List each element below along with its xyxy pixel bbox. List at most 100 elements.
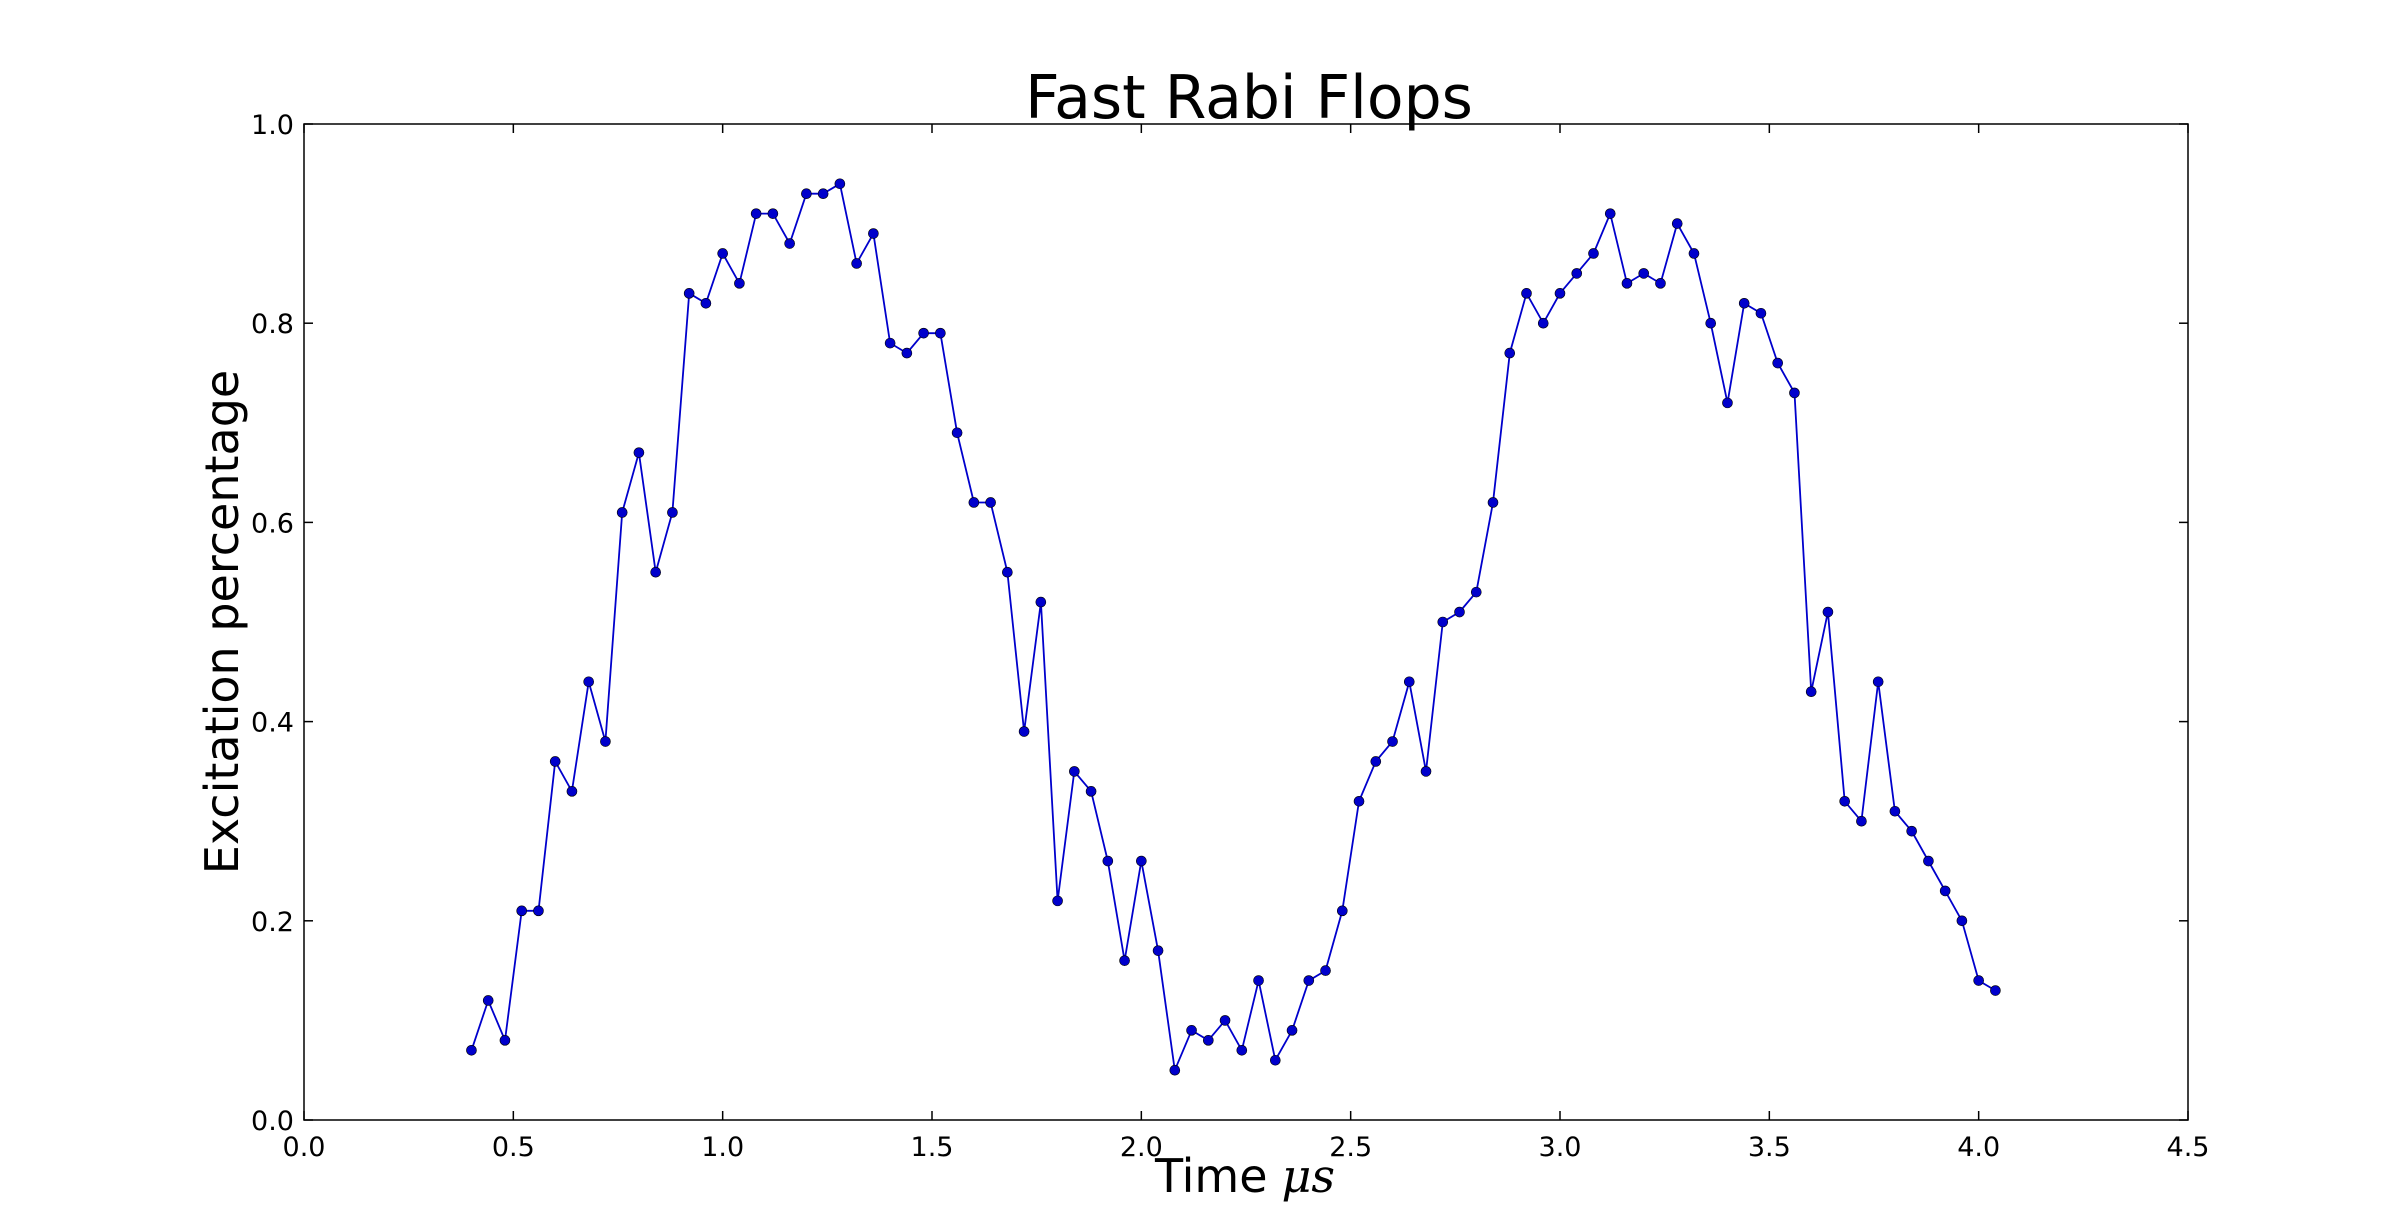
x-tick-label: 0.5: [492, 1132, 535, 1163]
data-point: [583, 676, 594, 688]
series-line: [470, 182, 1996, 1074]
data-point: [1839, 795, 1850, 807]
data-point: [884, 337, 896, 349]
x-axis-unit: μs: [1282, 1149, 1336, 1203]
x-axis-label-text: Time: [1154, 1149, 1268, 1203]
data-point: [1604, 208, 1616, 219]
x-tick-label: 2.5: [1329, 1132, 1372, 1163]
data-point: [1504, 347, 1516, 359]
data-point: [1755, 307, 1767, 319]
data-point: [1136, 855, 1147, 867]
data-point: [1470, 586, 1482, 598]
data-point: [1554, 288, 1566, 299]
chart-title: Fast Rabi Flops: [1025, 63, 1473, 133]
y-tick-label: 0.8: [251, 309, 294, 340]
data-point: [1822, 606, 1834, 618]
x-tick-label: 4.5: [2167, 1132, 2210, 1163]
data-point: [767, 208, 779, 219]
data-point: [1906, 825, 1917, 837]
x-tick-label: 4.0: [1957, 1132, 2000, 1163]
data-point: [1186, 1025, 1197, 1036]
data-point: [901, 347, 913, 359]
data-point: [1990, 985, 2001, 996]
plot-frame: [303, 123, 2189, 1121]
y-tick-label: 0.2: [251, 907, 294, 938]
data-point: [868, 228, 879, 239]
y-tick-label: 0.0: [251, 1106, 294, 1137]
data-point: [1203, 1035, 1214, 1046]
data-point: [750, 208, 762, 219]
data-point: [717, 248, 728, 259]
data-point: [1437, 616, 1449, 628]
data-point: [1353, 795, 1365, 807]
data-point: [499, 1035, 511, 1046]
data-point: [667, 507, 678, 518]
data-point: [600, 736, 611, 747]
data-point: [801, 188, 812, 200]
data-point: [482, 995, 494, 1006]
data-point: [1052, 895, 1063, 907]
data-point: [1621, 278, 1633, 289]
y-tick-label: 1.0: [251, 110, 294, 141]
data-point: [985, 497, 996, 508]
data-point: [1119, 955, 1130, 966]
data-point: [1487, 497, 1499, 508]
data-point: [1270, 1054, 1281, 1066]
data-point: [1018, 726, 1030, 737]
data-point: [1403, 676, 1415, 688]
data-point: [1102, 855, 1114, 867]
data-point: [1738, 297, 1750, 309]
data-point: [1671, 218, 1683, 229]
data-point: [1571, 268, 1583, 279]
x-tick-label: 3.5: [1748, 1132, 1791, 1163]
data-point: [1253, 975, 1264, 986]
data-point: [1705, 317, 1717, 329]
data-point: [817, 188, 829, 200]
data-point: [1336, 905, 1348, 917]
x-tick-label: 0.0: [283, 1132, 326, 1163]
data-point: [1169, 1064, 1181, 1076]
data-point: [566, 786, 578, 797]
y-tick-label: 0.4: [251, 708, 294, 739]
data-point: [1805, 686, 1817, 698]
data-point: [1872, 676, 1884, 688]
data-point: [1035, 596, 1047, 608]
data-point: [466, 1044, 477, 1056]
x-tick-label: 1.0: [701, 1132, 744, 1163]
data-point: [951, 427, 963, 439]
data-point: [1722, 397, 1733, 409]
data-point: [1939, 885, 1951, 897]
data-point: [1420, 766, 1432, 777]
x-tick-label: 1.5: [911, 1132, 954, 1163]
data-point: [1973, 975, 1984, 986]
y-axis-label: Excitation percentage: [195, 370, 249, 874]
axis-ticks: [303, 123, 2189, 1121]
data-point: [1923, 855, 1934, 867]
data-point: [700, 297, 712, 309]
data-point: [1387, 736, 1398, 747]
data-point: [834, 178, 846, 190]
data-point: [1219, 1015, 1231, 1026]
data-point: [1236, 1044, 1248, 1056]
data-point: [1152, 945, 1164, 956]
data-point: [851, 258, 862, 269]
data-point: [650, 566, 661, 578]
data-point: [533, 905, 544, 917]
data-point: [1956, 915, 1968, 927]
data-point: [1789, 387, 1800, 399]
data-point: [968, 497, 980, 508]
data-point: [683, 288, 695, 299]
data-point: [1320, 965, 1331, 976]
data-markers: [466, 178, 2001, 1076]
data-point: [1085, 786, 1097, 797]
data-point: [616, 507, 628, 518]
data-point: [1002, 566, 1013, 578]
data-point: [1772, 357, 1784, 369]
data-point: [549, 756, 561, 767]
data-point: [1069, 766, 1080, 777]
x-tick-label: 2.0: [1120, 1132, 1163, 1163]
data-point: [1521, 288, 1532, 299]
data-point: [918, 327, 929, 339]
data-point: [1286, 1025, 1298, 1036]
